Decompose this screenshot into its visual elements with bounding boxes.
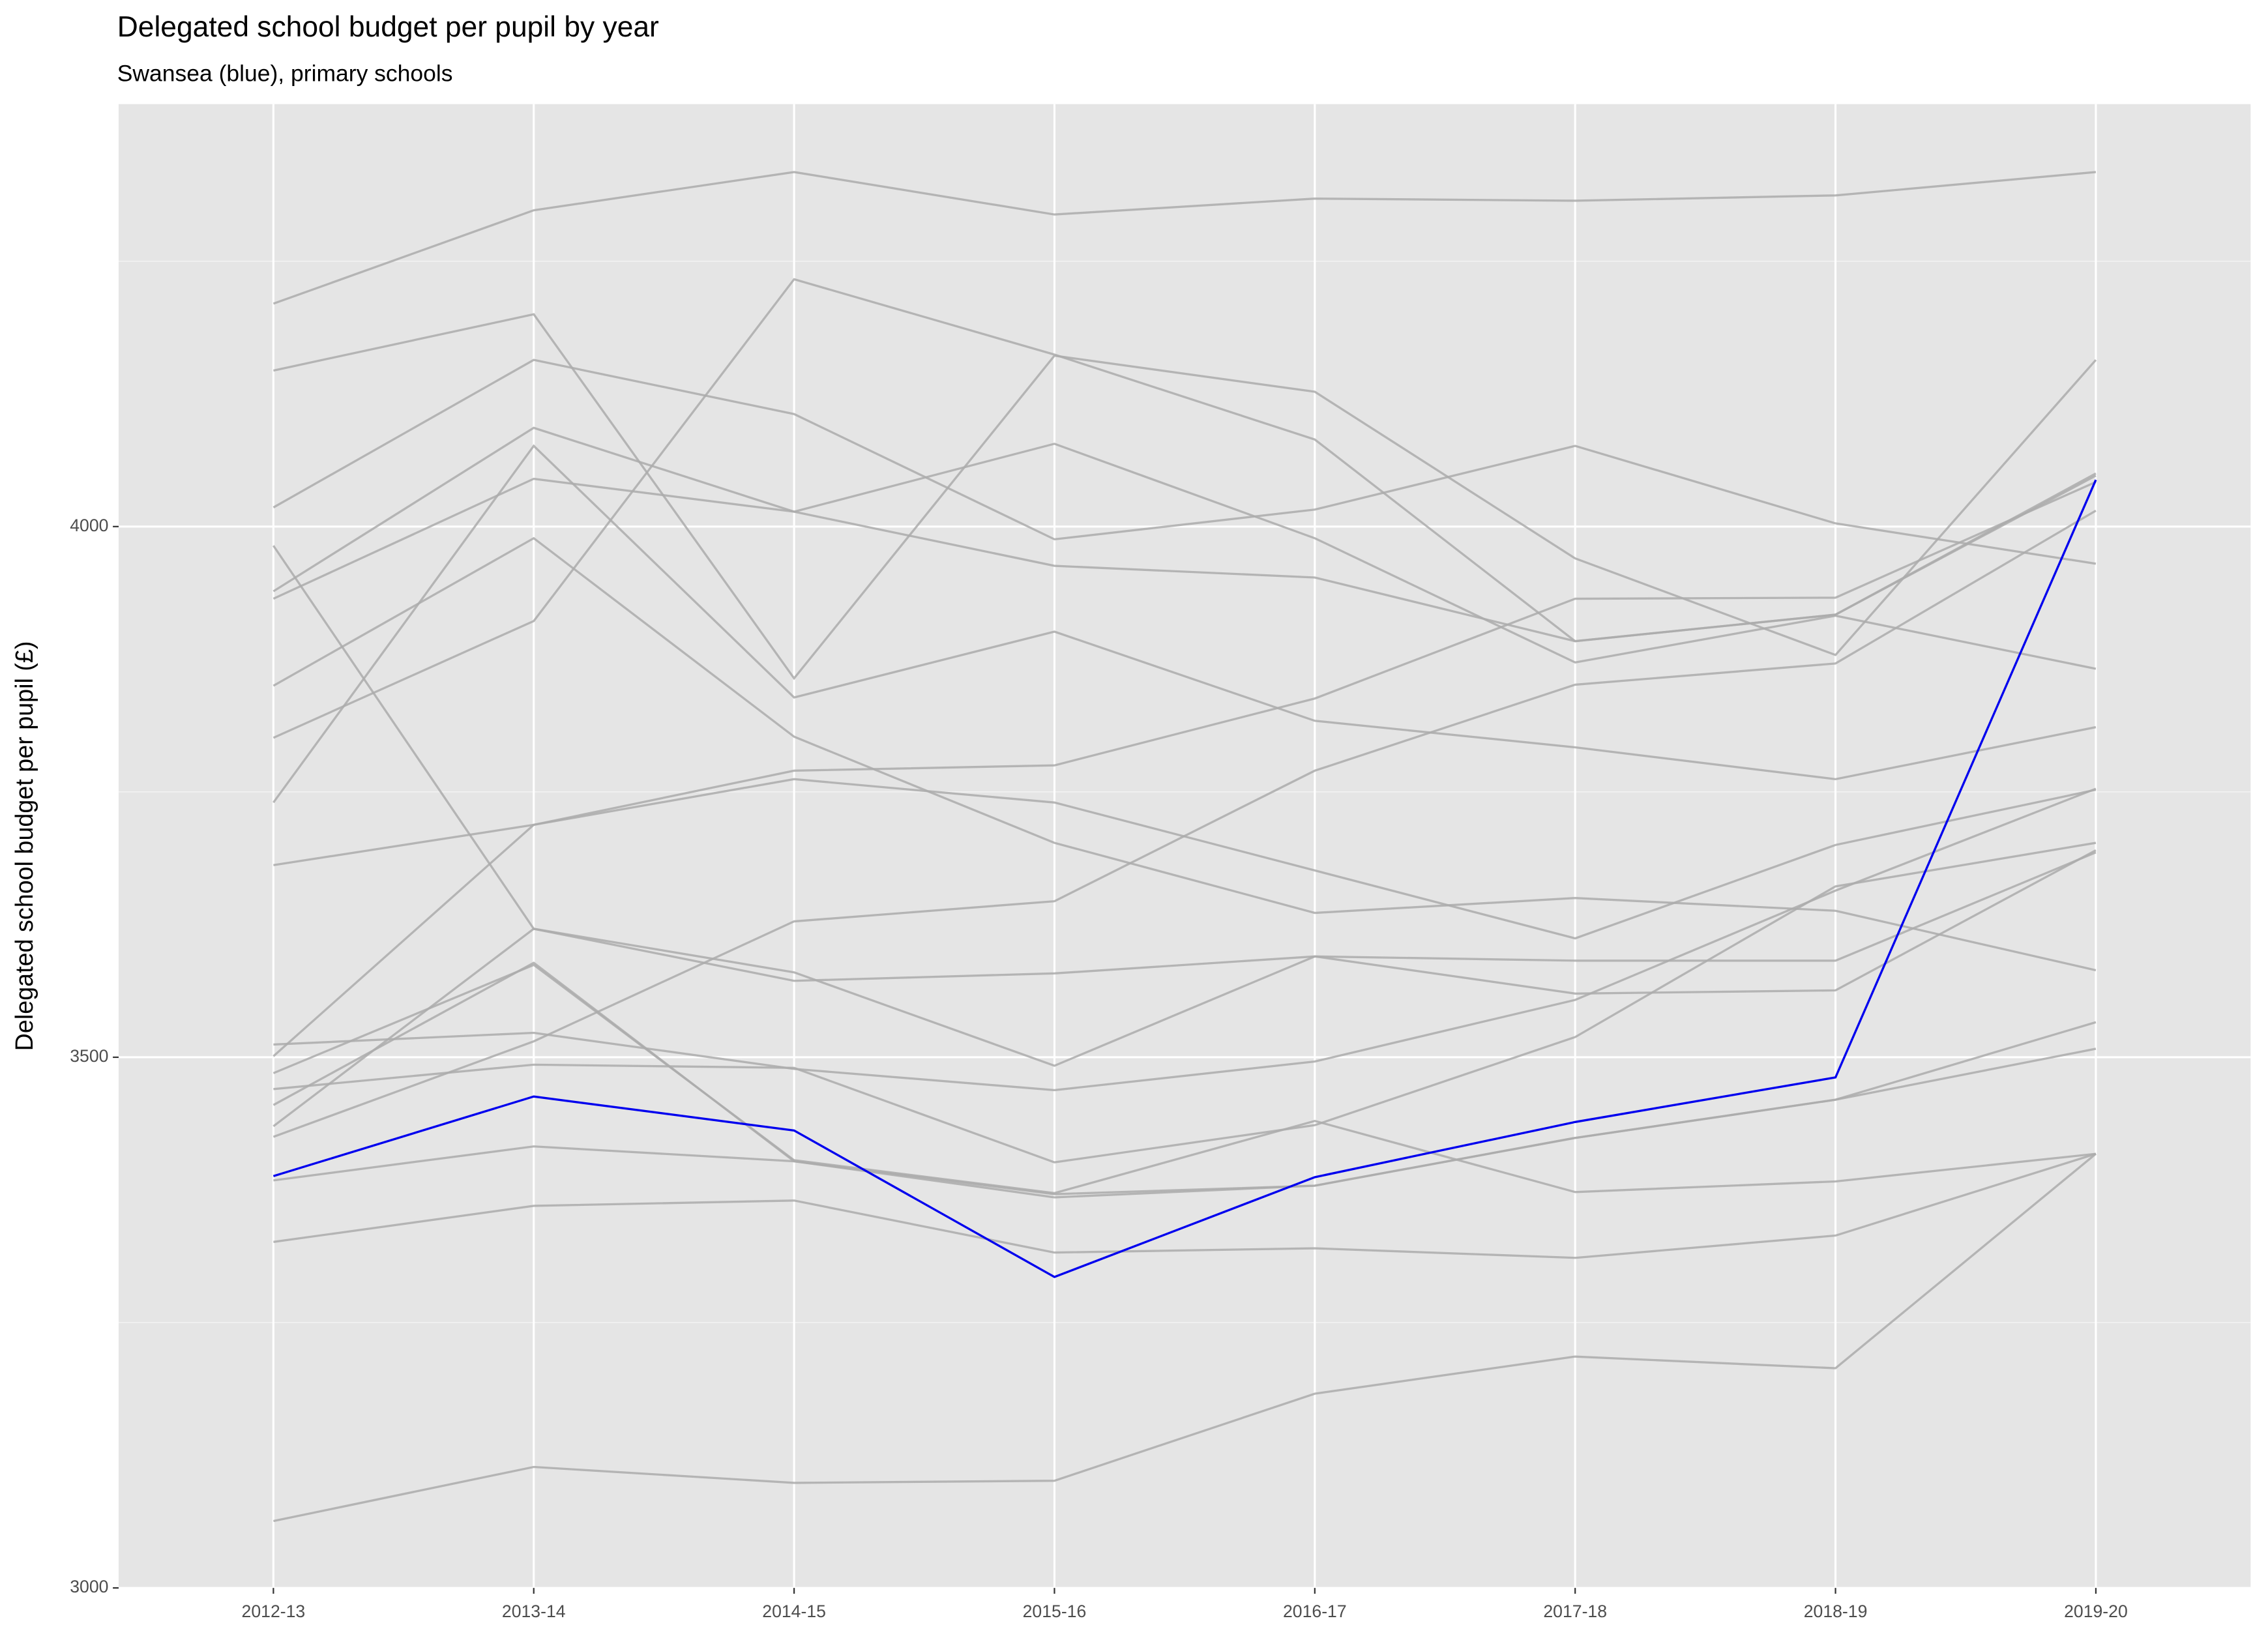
y-tick-label: 4000 <box>70 516 108 535</box>
series-line <box>272 278 2097 739</box>
series-line <box>272 545 2097 1067</box>
x-tick-label: 2017-18 <box>1543 1602 1607 1621</box>
series-line <box>272 444 2097 804</box>
series-line <box>272 963 2097 1195</box>
x-tick-label: 2014-15 <box>762 1602 826 1621</box>
series-line <box>273 1047 2097 1199</box>
plot-panel <box>118 104 2251 1589</box>
series-line <box>273 313 2097 681</box>
chart-subtitle: Swansea (blue), primary schools <box>117 61 453 87</box>
series-line <box>273 1152 2097 1523</box>
y-tick-label: 3500 <box>70 1046 108 1066</box>
series-line <box>273 1152 2097 1259</box>
series-line <box>272 426 2097 670</box>
y-axis-label: Delegated school budget per pupil (£) <box>10 641 38 1051</box>
series-line <box>273 787 2097 1092</box>
series-line <box>272 479 2097 1278</box>
series-line <box>272 480 2097 1057</box>
series-line <box>273 842 2097 1164</box>
x-tick-label: 2013-14 <box>502 1602 566 1621</box>
x-tick-label: 2018-19 <box>1804 1602 1868 1621</box>
series-line <box>272 851 2097 1128</box>
series-line <box>272 359 2097 565</box>
y-tick-label: 3000 <box>70 1577 108 1596</box>
x-tick-label: 2012-13 <box>242 1602 306 1621</box>
x-tick-label: 2015-16 <box>1023 1602 1087 1621</box>
chart-title: Delegated school budget per pupil by yea… <box>117 11 659 43</box>
series-line <box>272 171 2097 305</box>
series-line <box>272 509 2097 1138</box>
x-tick-label: 2016-17 <box>1283 1602 1347 1621</box>
x-tick-label: 2019-20 <box>2064 1602 2128 1621</box>
